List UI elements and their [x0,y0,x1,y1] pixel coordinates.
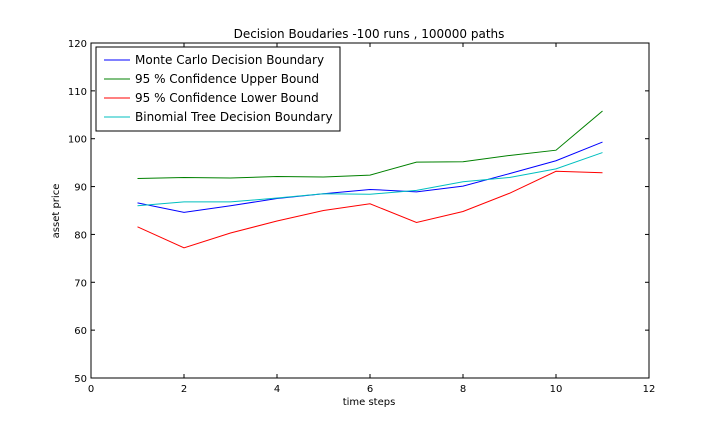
series-line-2 [137,110,603,179]
legend-entry-4: Binomial Tree Decision Boundary [135,110,333,124]
x-axis-label: time steps [343,397,396,408]
y-tick-label: 60 [74,326,87,337]
y-tick-label: 80 [74,230,87,241]
y-tick-label: 100 [68,135,87,146]
y-tick-label: 120 [68,39,87,50]
y-tick-label: 50 [74,374,87,385]
y-axis-label: asset price [51,184,62,239]
x-tick-label: 2 [181,384,187,395]
legend-entry-2: 95 % Confidence Upper Bound [135,72,319,86]
y-tick-label: 70 [74,278,87,289]
y-tick-label: 90 [74,183,87,194]
legend-entry-1: Monte Carlo Decision Boundary [135,53,324,67]
x-tick-label: 8 [460,384,466,395]
y-tick-label: 110 [68,87,87,98]
plot-area: 0 2 4 6 8 10 12 50 60 70 80 90 100 110 120 Monte Carlo … [68,39,655,395]
x-tick-label: 12 [643,384,656,395]
series-line-3 [137,170,603,249]
legend-box [95,46,341,132]
x-tick-label: 10 [550,384,563,395]
chart-title: Decision Boudaries -100 runs , 100000 pa… [234,27,505,41]
series-line-1 [137,141,603,213]
x-tick-label: 4 [274,384,280,395]
x-tick-label: 6 [367,384,373,395]
legend-entry-3: 95 % Confidence Lower Bound [135,91,319,105]
series-line-4 [137,152,603,207]
x-tick-label: 0 [88,384,94,395]
